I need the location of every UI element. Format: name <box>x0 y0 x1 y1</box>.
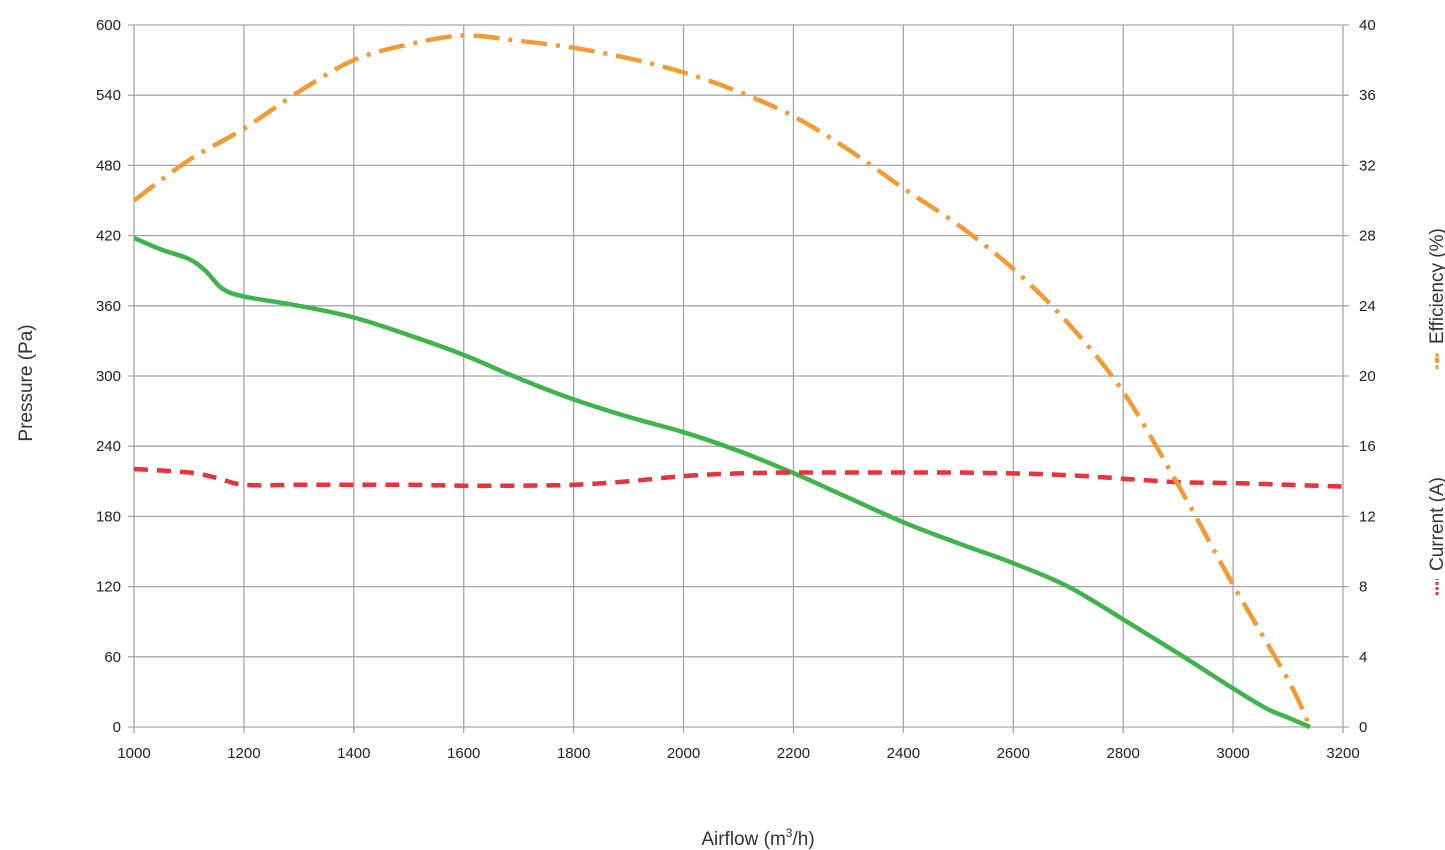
x-tick-label: 3000 <box>1216 745 1249 762</box>
y-right-tick-label: 24 <box>1359 298 1376 315</box>
y-left-tick-label: 0 <box>113 719 121 736</box>
y-right-tick-label: 0 <box>1359 719 1367 736</box>
y-left-tick-label: 120 <box>96 579 121 596</box>
x-tick-label: 1400 <box>337 745 370 762</box>
y-right-tick-label: 12 <box>1359 508 1376 525</box>
x-tick-label: 2400 <box>887 745 920 762</box>
x-tick-label: 1600 <box>447 745 480 762</box>
y-right-tick-label: 20 <box>1359 368 1376 385</box>
y-left-tick-label: 360 <box>96 298 121 315</box>
y-axis-left-label: Pressure (Pa) <box>16 324 37 441</box>
tick-labels: 1000 1200 1400 1600 1800 2000 2200 2400 2600 2800… <box>96 17 1376 762</box>
series-layer <box>132 33 1344 730</box>
y-right-tick-label: 28 <box>1359 228 1376 245</box>
y-left-tick-label: 300 <box>96 368 121 385</box>
x-axis-label: Airflow (m3/h) <box>701 826 814 850</box>
y-right-tick-label: 32 <box>1359 157 1376 174</box>
y-right-tick-label: 16 <box>1359 438 1376 455</box>
current-series-line <box>133 466 1344 489</box>
x-tick-label: 2800 <box>1106 745 1139 762</box>
y-left-tick-label: 540 <box>96 87 121 104</box>
x-tick-label: 2200 <box>777 745 810 762</box>
y-left-tick-label: 60 <box>104 649 121 666</box>
legend-current-label: Current (A) <box>1427 477 1445 571</box>
y-left-tick-label: 420 <box>96 228 121 245</box>
x-tick-label: 1800 <box>557 745 590 762</box>
x-tick-label: 2600 <box>997 745 1030 762</box>
pressure-series-line <box>133 235 1311 730</box>
x-axis-label-suffix: /h) <box>792 829 814 850</box>
y-right-tick-label: 8 <box>1359 579 1367 596</box>
y-left-tick-label: 240 <box>96 438 121 455</box>
x-tick-label: 3200 <box>1326 745 1359 762</box>
x-tick-label: 1000 <box>117 745 150 762</box>
efficiency-series-line <box>132 33 1313 728</box>
x-tick-label: 1200 <box>227 745 260 762</box>
x-axis-label-sup: 3 <box>786 826 793 840</box>
y-right-tick-label: 4 <box>1359 649 1367 666</box>
x-axis-label-main: Airflow (m <box>701 829 785 850</box>
legend-efficiency-marker <box>1434 357 1440 363</box>
y-left-tick-label: 480 <box>96 157 121 174</box>
grid <box>128 24 1349 733</box>
y-right-tick-label: 36 <box>1359 87 1376 104</box>
x-tick-label: 2000 <box>667 745 700 762</box>
legend-efficiency-label: Efficiency (%) <box>1427 228 1445 344</box>
y-right-tick-label: 40 <box>1359 17 1376 34</box>
legend-current: Current (A) <box>1427 477 1445 595</box>
legend-efficiency: Efficiency (%) <box>1427 228 1445 369</box>
y-left-tick-label: 600 <box>96 17 121 34</box>
y-left-tick-label: 180 <box>96 508 121 525</box>
